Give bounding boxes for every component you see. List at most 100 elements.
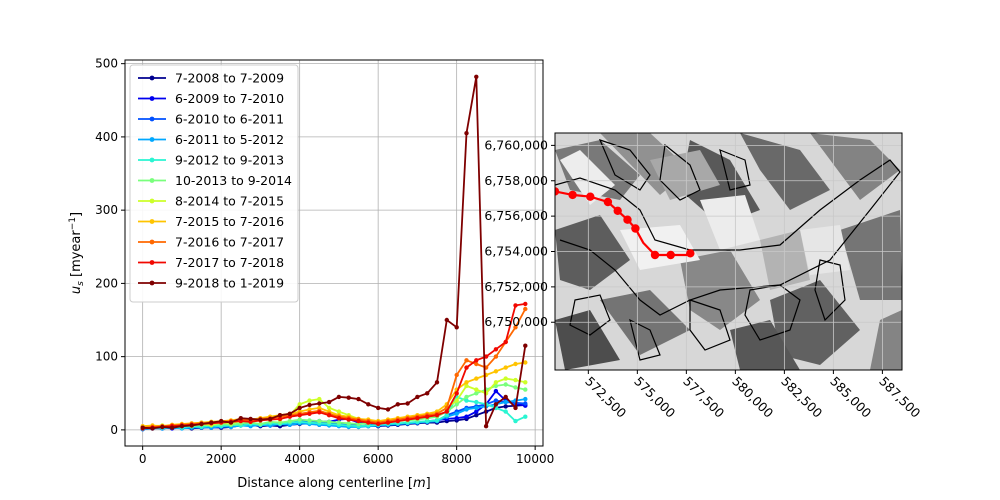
data-point <box>503 409 508 414</box>
data-point <box>287 411 292 416</box>
centerline-marker <box>623 215 632 224</box>
glacier-map: 572,500 575,000 577,500 580,000 582,500 585,0… <box>484 132 923 421</box>
data-point <box>474 413 479 418</box>
centerline-marker <box>613 206 622 215</box>
data-point <box>513 405 518 411</box>
data-point <box>474 74 479 80</box>
data-point <box>474 358 479 363</box>
data-point <box>474 376 479 381</box>
data-point <box>385 420 391 425</box>
data-point <box>307 402 312 408</box>
hillshade-ridges <box>555 133 902 370</box>
series-line <box>142 76 527 430</box>
legend-swatch-marker <box>149 116 155 122</box>
map-x-ticks: 572,500 575,000 577,500 580,000 582,500 585,0… <box>582 370 923 421</box>
legend-swatch-marker <box>149 178 155 183</box>
data-point <box>474 405 479 411</box>
data-point <box>503 382 508 387</box>
data-point <box>503 376 508 381</box>
map-x-tick-label: 575,000 <box>631 374 678 421</box>
data-point <box>268 416 273 422</box>
data-point <box>523 360 528 365</box>
series-line <box>142 398 526 431</box>
centerline-marker <box>686 249 695 258</box>
data-point <box>228 420 234 425</box>
data-point <box>474 387 479 392</box>
data-point <box>434 418 440 423</box>
data-point <box>395 402 400 407</box>
data-point <box>513 385 518 390</box>
data-point <box>395 418 400 424</box>
glacier-outlines <box>555 139 901 361</box>
data-point <box>493 388 499 394</box>
data-point <box>356 418 361 424</box>
data-point <box>346 395 351 400</box>
data-point <box>336 420 342 425</box>
y-tick-label: 300 <box>95 203 118 217</box>
y-tick-label: 200 <box>95 276 118 290</box>
data-point <box>464 398 469 403</box>
legend-swatch-marker <box>149 219 155 224</box>
map-x-tick-label: 585,000 <box>827 374 874 421</box>
left-plot-frame <box>124 59 544 447</box>
legend: 7-2008 to 7-2009 6-2009 to 7-2010 6-2010 t… <box>129 64 299 303</box>
data-point <box>336 409 342 414</box>
data-point <box>277 413 283 418</box>
data-point <box>444 409 449 414</box>
legend-item: 6-2011 to 5-2012 <box>138 132 284 147</box>
data-point <box>444 413 449 418</box>
data-point <box>464 365 469 370</box>
data-point <box>503 394 508 400</box>
data-point <box>317 418 322 424</box>
x-tick-label: 6000 <box>363 452 394 466</box>
map-x-tick-label: 587,500 <box>876 374 923 421</box>
legend-item: 7-2008 to 7-2009 <box>138 71 284 86</box>
map-x-tick-label: 580,000 <box>729 374 776 421</box>
data-point <box>523 380 528 385</box>
data-point <box>523 401 528 406</box>
data-point <box>513 361 518 367</box>
centerline-marker <box>568 190 577 200</box>
data-point <box>326 419 332 424</box>
data-point <box>326 413 332 418</box>
x-axis-label: Distance along centerline [m] <box>237 476 430 491</box>
data-point <box>248 416 253 422</box>
legend-label: 8-2014 to 7-2015 <box>175 194 284 209</box>
data-point <box>326 405 332 411</box>
legend-swatch-marker <box>149 239 155 245</box>
data-point <box>454 372 459 378</box>
legend-label: 6-2010 to 6-2011 <box>175 112 284 127</box>
y-tick-label: 100 <box>95 350 118 364</box>
data-point <box>376 405 381 411</box>
legend-item: 10-2013 to 9-2014 <box>138 173 292 188</box>
centerline <box>555 187 695 260</box>
data-point <box>503 404 508 409</box>
legend-item: 9-2018 to 1-2019 <box>138 276 284 291</box>
legend-label: 7-2008 to 7-2009 <box>175 71 284 86</box>
data-point <box>169 425 175 430</box>
centerline-marker <box>666 250 675 260</box>
data-point <box>464 380 469 385</box>
data-point <box>140 425 145 430</box>
x-tick-label: 0 <box>139 452 147 466</box>
legend-item: 7-2017 to 7-2018 <box>138 255 284 270</box>
data-point <box>464 358 469 363</box>
data-point <box>150 426 155 431</box>
map-y-ticks: 6,750,000 6,752,000 6,754,000 6,756,000 6,75… <box>484 137 555 329</box>
legend-swatch-marker <box>149 96 155 101</box>
data-point <box>307 398 312 403</box>
legend-box <box>129 64 299 303</box>
data-point <box>238 416 243 421</box>
legend-label: 7-2015 to 7-2016 <box>175 214 284 229</box>
data-point <box>483 424 489 429</box>
data-point <box>513 303 518 308</box>
x-tick-label: 10000 <box>516 452 554 466</box>
data-point <box>415 416 420 421</box>
centerline-marker <box>603 197 613 207</box>
data-point <box>474 399 479 405</box>
data-point <box>523 306 528 312</box>
centerline-marker <box>631 224 640 233</box>
map-x-tick-label: 572,500 <box>582 374 629 421</box>
data-point <box>513 418 518 424</box>
data-point <box>503 365 508 370</box>
